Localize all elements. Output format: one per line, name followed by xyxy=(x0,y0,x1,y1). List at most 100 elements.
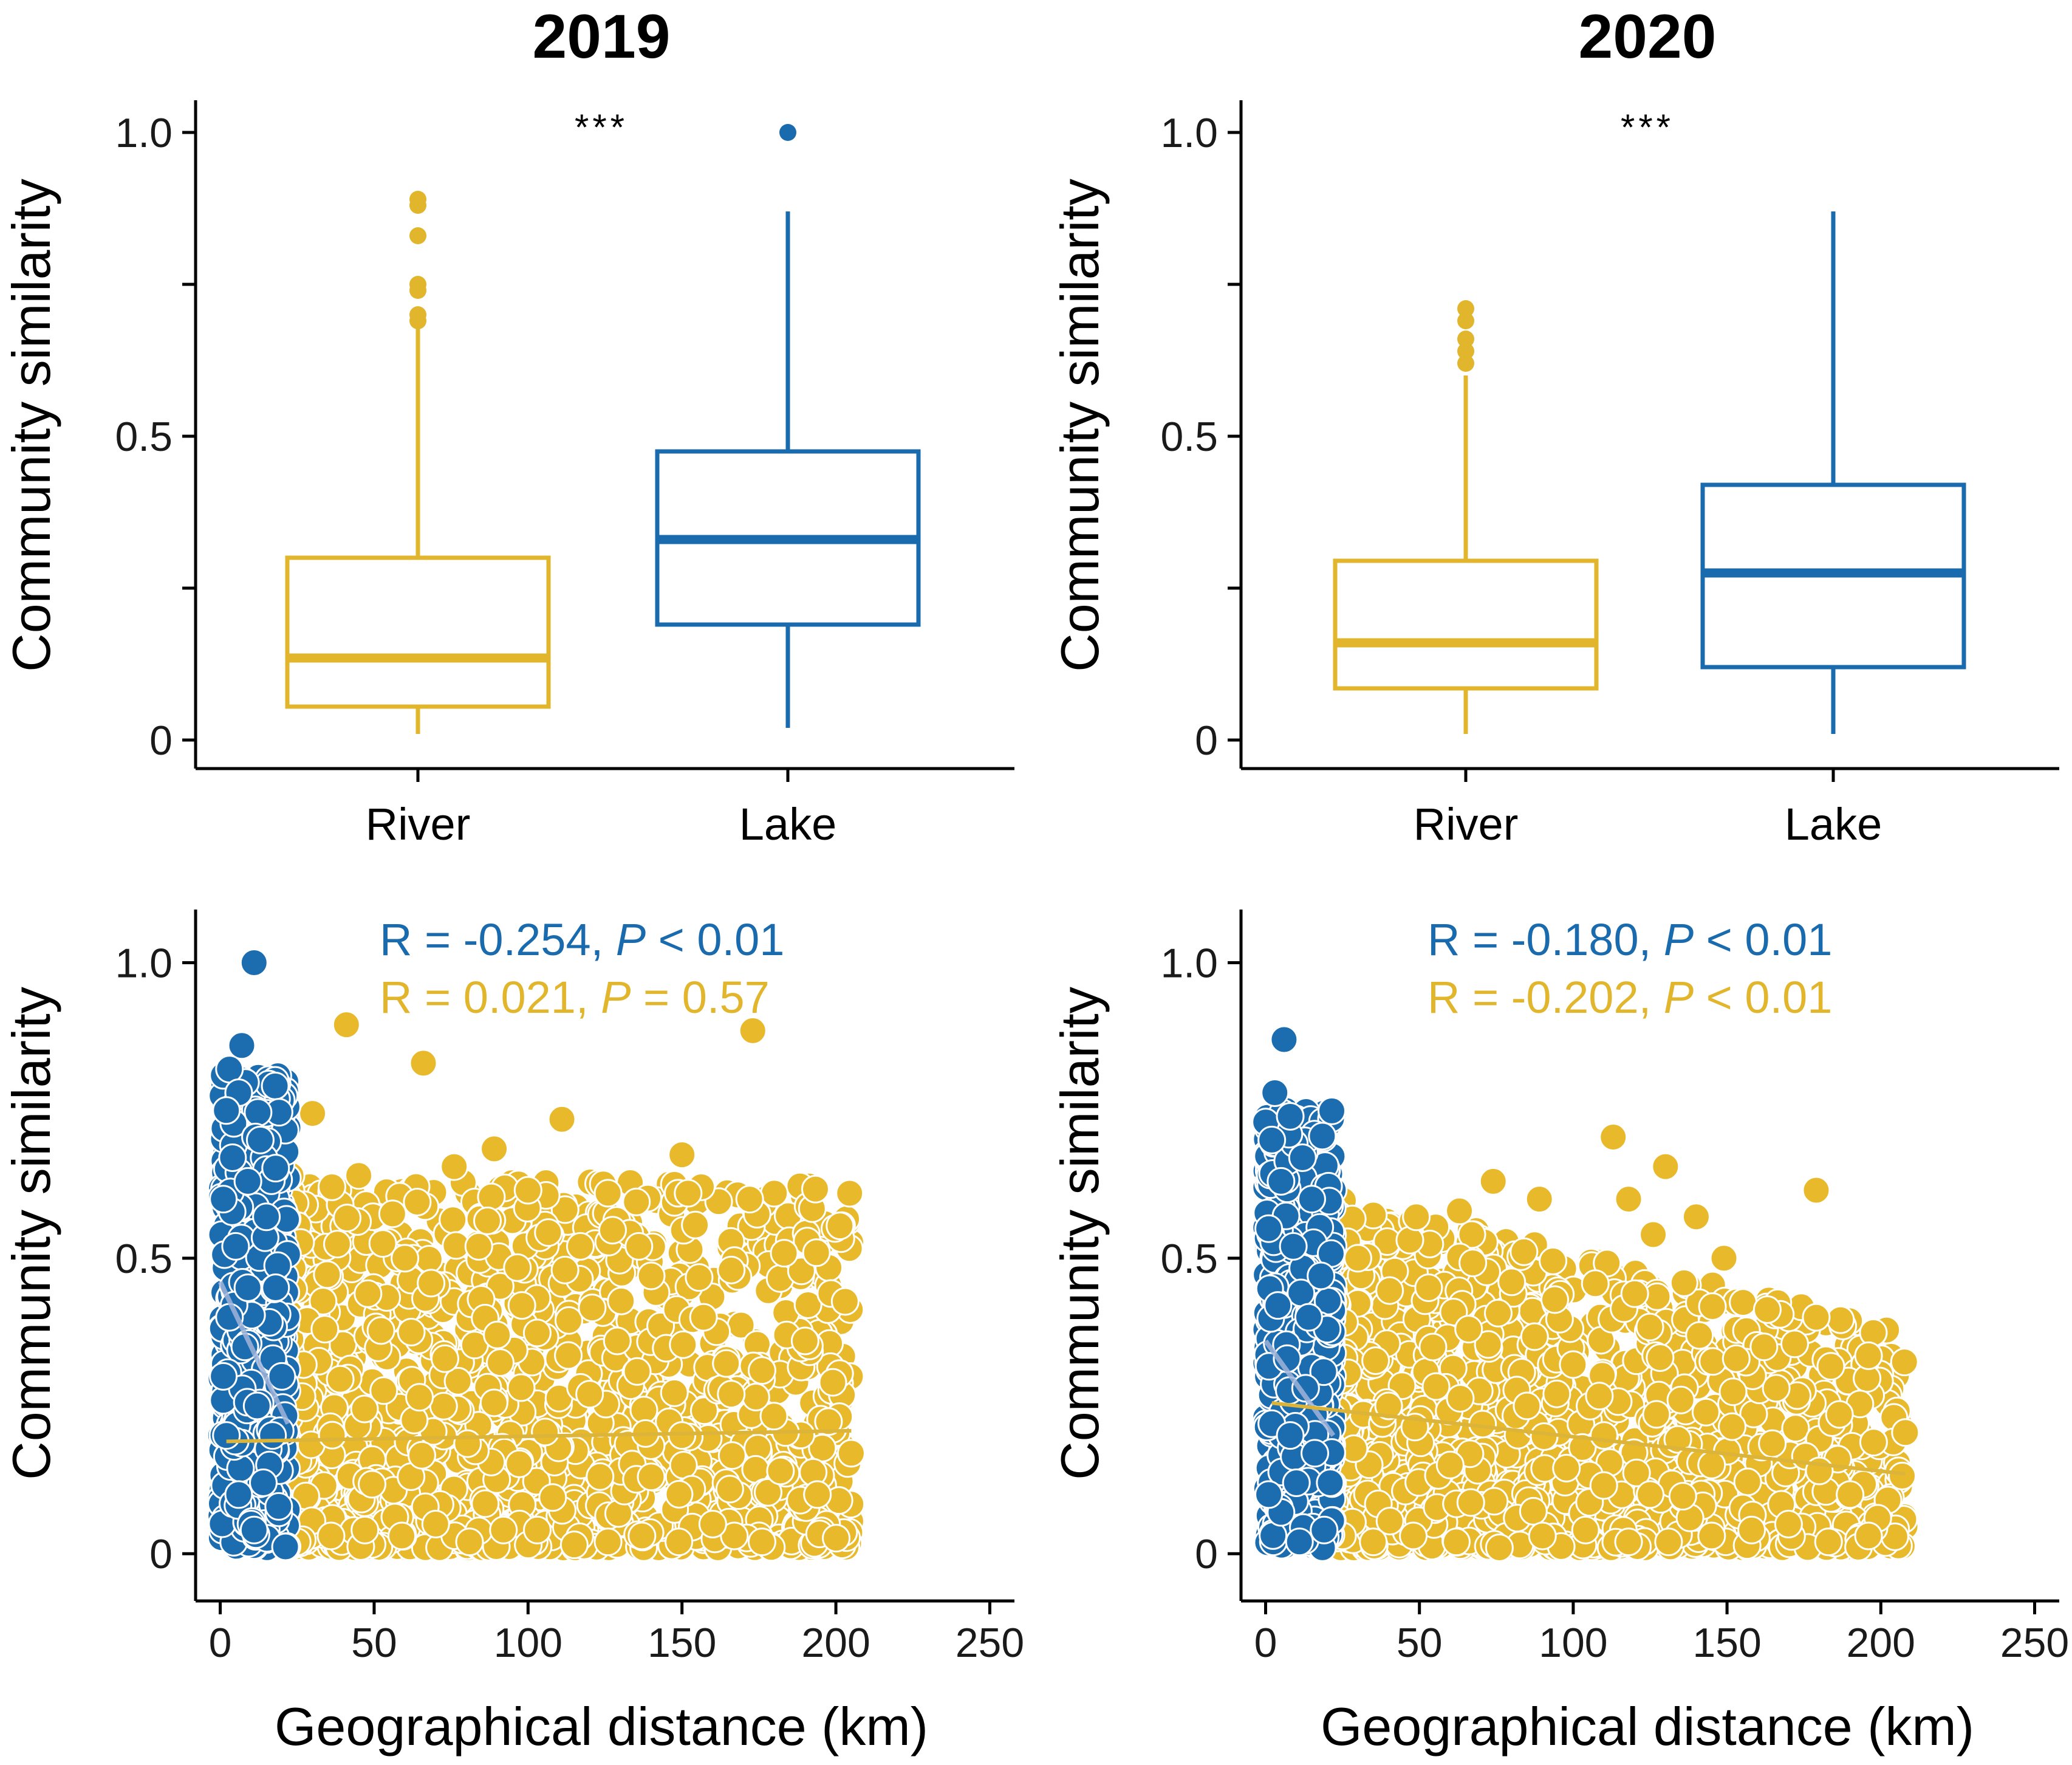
river-point xyxy=(1780,1329,1810,1359)
annotation-river-p: P xyxy=(1664,972,1694,1023)
panel-title-2020: 2020 xyxy=(1579,2,1717,71)
river-point xyxy=(350,1394,379,1424)
category-label-lake: Lake xyxy=(739,799,836,849)
lake-point xyxy=(233,1167,262,1196)
river-point xyxy=(559,1530,589,1560)
river-point xyxy=(531,1417,560,1447)
river-point xyxy=(637,1261,666,1290)
lake-point xyxy=(1307,1261,1336,1290)
river-point xyxy=(477,1182,506,1212)
river-point xyxy=(586,1462,615,1491)
y-axis-label: Community similarity xyxy=(1050,987,1110,1480)
river-point xyxy=(1749,1332,1779,1362)
river-point xyxy=(1525,1185,1554,1214)
lake-point xyxy=(245,1125,275,1154)
river-point xyxy=(318,1172,347,1201)
river-point xyxy=(407,1441,436,1470)
x-tick-label: 150 xyxy=(1692,1620,1761,1666)
river-point xyxy=(665,1479,694,1509)
river-point xyxy=(483,1320,512,1349)
river-point xyxy=(547,1105,576,1134)
river-point xyxy=(403,1187,432,1216)
river-point xyxy=(1585,1382,1614,1411)
annotation-lake: R = -0.180, P < 0.01 xyxy=(1427,914,1832,965)
river-point xyxy=(1581,1269,1610,1298)
lake-point xyxy=(1301,1439,1330,1468)
annotation-river-r: R = 0.021, xyxy=(380,972,601,1023)
series-river xyxy=(1319,1122,1920,1562)
river-point xyxy=(747,1527,776,1557)
river-point xyxy=(598,1216,627,1245)
x-tick-label: 100 xyxy=(1539,1620,1607,1666)
river-point xyxy=(1571,1515,1600,1544)
river-point xyxy=(712,1349,741,1378)
river-point xyxy=(489,1515,518,1544)
river-point xyxy=(637,1462,666,1492)
annotation-lake-r: R = -0.180, xyxy=(1427,914,1664,965)
river-point xyxy=(316,1521,346,1551)
river-point xyxy=(1528,1521,1557,1551)
river-point xyxy=(455,1527,484,1557)
x-tick-label: 200 xyxy=(801,1620,870,1666)
significance-marker: *** xyxy=(1621,107,1674,148)
river-point xyxy=(1836,1480,1865,1509)
river-point xyxy=(1722,1344,1751,1373)
river-point xyxy=(366,1316,395,1345)
river-point xyxy=(717,1255,746,1284)
river-point xyxy=(1614,1527,1643,1557)
river-point xyxy=(822,1524,851,1553)
lake-point xyxy=(1285,1527,1314,1557)
outlier-point xyxy=(409,306,426,323)
outlier-point xyxy=(779,124,796,141)
lake-point xyxy=(1318,1096,1347,1125)
river-point xyxy=(1542,1379,1571,1408)
river-point xyxy=(665,1527,694,1557)
x-tick-label: 0 xyxy=(1254,1620,1277,1666)
lake-point xyxy=(1254,1214,1284,1243)
outlier-point xyxy=(1457,355,1474,372)
river-point xyxy=(578,1294,607,1323)
river-point xyxy=(1681,1202,1711,1232)
river-point xyxy=(485,1348,515,1377)
lake-point xyxy=(1263,1291,1293,1320)
river-point xyxy=(622,1187,651,1216)
river-point xyxy=(835,1179,864,1208)
river-point xyxy=(717,1380,746,1409)
x-tick-label: 100 xyxy=(494,1620,562,1666)
lake-point xyxy=(1279,1232,1308,1261)
river-point xyxy=(1737,1515,1766,1544)
river-point xyxy=(1435,1450,1465,1479)
river-point xyxy=(318,1421,347,1450)
annotation-lake: R = -0.254, P < 0.01 xyxy=(380,914,784,965)
outlier-point xyxy=(1457,300,1474,317)
lake-point xyxy=(221,1232,250,1261)
river-point xyxy=(1890,1348,1919,1377)
river-point xyxy=(1497,1267,1527,1297)
river-point xyxy=(1666,1385,1695,1414)
annotation-lake-value: < 0.01 xyxy=(1694,914,1832,965)
lake-point xyxy=(218,1143,247,1173)
river-point xyxy=(1636,1480,1664,1509)
river-point xyxy=(405,1383,434,1412)
annotation-river-value: < 0.01 xyxy=(1694,972,1832,1023)
y-tick-label: 1.0 xyxy=(1160,110,1218,156)
lake-point xyxy=(239,948,268,978)
panel-title-2019: 2019 xyxy=(533,2,671,71)
river-point xyxy=(1718,1412,1747,1441)
lake-point xyxy=(1257,1125,1287,1154)
y-tick-label: 0 xyxy=(1195,718,1218,764)
river-point xyxy=(503,1253,532,1282)
river-point xyxy=(430,1344,459,1373)
river-point xyxy=(326,1365,355,1394)
river-point xyxy=(1651,1152,1680,1181)
river-point xyxy=(1691,1397,1720,1427)
outlier-point xyxy=(409,276,426,293)
river-point xyxy=(669,1330,698,1359)
annotation-river-p: P xyxy=(601,972,631,1023)
river-point xyxy=(1414,1273,1443,1302)
river-point xyxy=(627,1521,657,1551)
river-point xyxy=(1418,1332,1448,1362)
river-point xyxy=(1483,1298,1513,1328)
lake-point xyxy=(271,1532,300,1561)
river-point xyxy=(1479,1167,1508,1196)
